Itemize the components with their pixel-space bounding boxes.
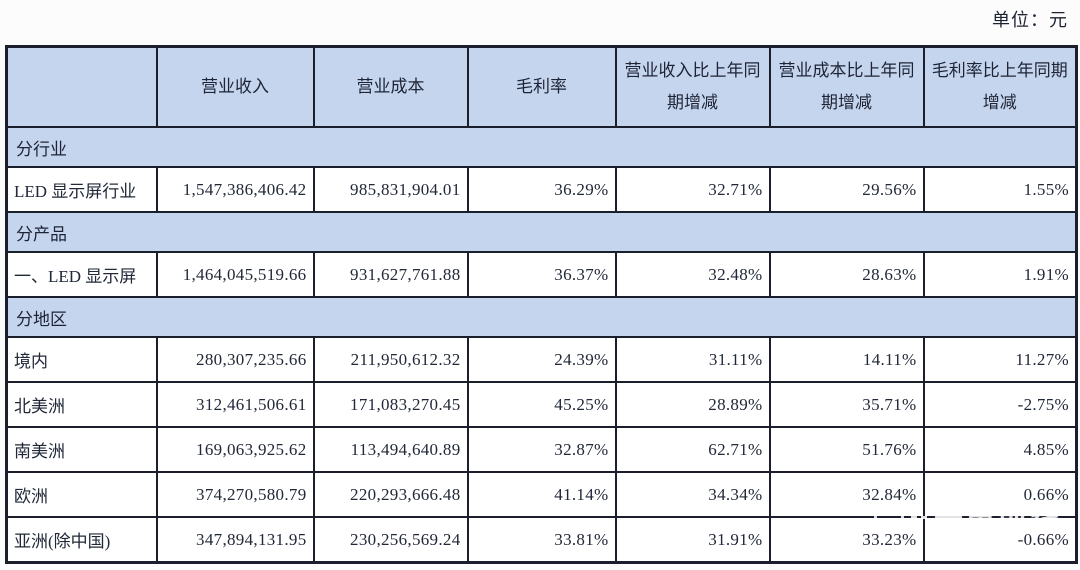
cell-revenue: 374,270,580.79 [155,471,315,518]
cell-gross-margin: 32.87% [466,426,617,473]
cell-margin-yoy: -0.66% [922,516,1078,564]
header-cell-revenue-yoy: 营业收入比上年同期增减 [614,45,771,128]
cell-revenue: 1,547,386,406.42 [155,166,315,213]
cell-revenue-yoy: 31.11% [614,336,771,383]
table-row-north-america: 北美洲 312,461,506.61 171,083,270.45 45.25%… [5,381,1078,428]
header-cell-gross-margin: 毛利率 [466,45,617,128]
section-title: 分地区 [5,296,1078,338]
cell-revenue: 1,464,045,519.66 [155,251,315,298]
section-title: 分产品 [5,211,1078,253]
cell-cost-yoy: 35.71% [768,381,925,428]
cell-margin-yoy: 4.85% [922,426,1078,473]
cell-revenue: 169,063,925.62 [155,426,315,473]
cell-revenue-yoy: 28.89% [614,381,771,428]
cell-margin-yoy: 11.27% [922,336,1078,383]
cell-cost: 211,950,612.32 [312,336,469,383]
cell-gross-margin: 33.81% [466,516,617,564]
cell-cost-yoy: 29.56% [768,166,925,213]
cell-margin-yoy: 1.91% [922,251,1078,298]
cell-cost: 113,494,640.89 [312,426,469,473]
cell-cost: 985,831,904.01 [312,166,469,213]
cell-revenue-yoy: 32.71% [614,166,771,213]
cell-revenue: 347,894,131.95 [155,516,315,564]
cell-gross-margin: 41.14% [466,471,617,518]
header-cell-margin-yoy: 毛利率比上年同期增减 [922,45,1078,128]
cell-revenue-yoy: 34.34% [614,471,771,518]
unit-label: 单位：元 [992,10,1068,30]
table-row-led-display-industry: LED 显示屏行业 1,547,386,406.42 985,831,904.0… [5,166,1078,213]
cell-revenue-yoy: 32.48% [614,251,771,298]
header-cell-cost: 营业成本 [312,45,469,128]
cell-cost: 931,627,761.88 [312,251,469,298]
section-row-by-industry: 分行业 [5,126,1078,168]
header-cell-blank [5,45,158,128]
cell-cost-yoy: 33.23% [768,516,925,564]
table-row-south-america: 南美洲 169,063,925.62 113,494,640.89 32.87%… [5,426,1078,473]
cell-gross-margin: 24.39% [466,336,617,383]
header-cell-revenue: 营业收入 [155,45,315,128]
cell-gross-margin: 45.25% [466,381,617,428]
cell-margin-yoy: 1.55% [922,166,1078,213]
row-label: 南美洲 [5,426,158,473]
cell-revenue: 312,461,506.61 [155,381,315,428]
cell-revenue-yoy: 62.71% [614,426,771,473]
section-row-by-product: 分产品 [5,211,1078,253]
cell-cost-yoy: 14.11% [768,336,925,383]
financial-breakdown-table: 营业收入 营业成本 毛利率 营业收入比上年同期增减 营业成本比上年同期增减 毛利… [5,45,1078,564]
row-label: LED 显示屏行业 [5,166,158,213]
cell-margin-yoy: 0.66% [922,471,1078,518]
table-header-row: 营业收入 营业成本 毛利率 营业收入比上年同期增减 营业成本比上年同期增减 毛利… [5,45,1078,128]
table-row-domestic: 境内 280,307,235.66 211,950,612.32 24.39% … [5,336,1078,383]
cell-revenue: 280,307,235.66 [155,336,315,383]
cell-gross-margin: 36.29% [466,166,617,213]
cell-cost: 220,293,666.48 [312,471,469,518]
row-label: 亚洲(除中国) [5,516,158,564]
table-row-led-display-product: 一、LED 显示屏 1,464,045,519.66 931,627,761.8… [5,251,1078,298]
cell-gross-margin: 36.37% [466,251,617,298]
cell-cost-yoy: 32.84% [768,471,925,518]
cell-cost-yoy: 51.76% [768,426,925,473]
cell-cost: 230,256,569.24 [312,516,469,564]
header-cell-cost-yoy: 营业成本比上年同期增减 [768,45,925,128]
cell-cost-yoy: 28.63% [768,251,925,298]
row-label: 一、LED 显示屏 [5,251,158,298]
section-title: 分行业 [5,126,1078,168]
row-label: 北美洲 [5,381,158,428]
cell-revenue-yoy: 31.91% [614,516,771,564]
cell-cost: 171,083,270.45 [312,381,469,428]
table-row-europe: 欧洲 374,270,580.79 220,293,666.48 41.14% … [5,471,1078,518]
row-label: 欧洲 [5,471,158,518]
cell-margin-yoy: -2.75% [922,381,1078,428]
row-label: 境内 [5,336,158,383]
section-row-by-region: 分地区 [5,296,1078,338]
table-row-asia-ex-china: 亚洲(除中国) 347,894,131.95 230,256,569.24 33… [5,516,1078,564]
